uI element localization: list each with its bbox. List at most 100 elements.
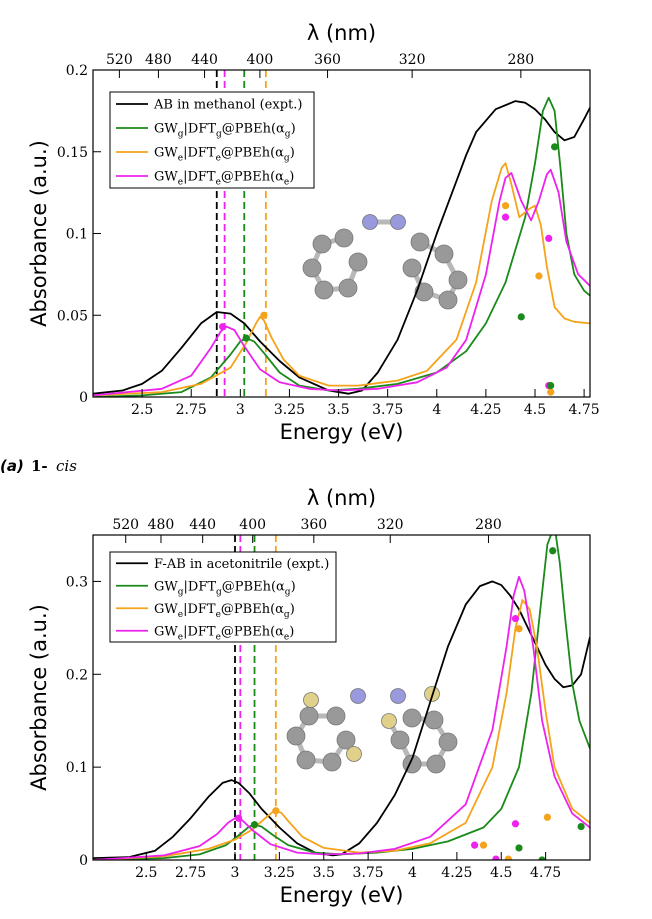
molecule-atom bbox=[346, 746, 362, 762]
x-tick-label: 3.25 bbox=[274, 402, 305, 418]
x-tick-label: 2.5 bbox=[131, 402, 153, 418]
y-tick-label: 0 bbox=[79, 853, 88, 869]
molecule-atom bbox=[338, 278, 358, 298]
data-point-gwe_e bbox=[545, 234, 553, 243]
legend-text-part: @PBEh(α bbox=[221, 170, 284, 185]
top-tick-label: 360 bbox=[314, 52, 341, 68]
legend-text-part: e bbox=[178, 178, 183, 188]
molecule-atom bbox=[286, 726, 306, 746]
molecule-atom bbox=[402, 258, 422, 278]
legend-text-part: g bbox=[284, 154, 290, 164]
molecule-atom bbox=[434, 244, 454, 264]
legend-text-part: |DFT bbox=[183, 146, 216, 161]
legend-text-part: e bbox=[216, 154, 221, 164]
series-line-expt bbox=[93, 580, 590, 859]
y-tick-label: 0 bbox=[79, 390, 88, 406]
molecule-atom bbox=[410, 232, 430, 252]
molecule-atom bbox=[314, 280, 334, 300]
legend-text-part: g bbox=[216, 130, 222, 140]
legend-text-part: @PBEh(α bbox=[221, 602, 284, 617]
legend-entry-gwg: GWg|DFTg@PBEh(αg) bbox=[154, 579, 296, 597]
molecule-atom bbox=[390, 214, 406, 230]
data-point-gwe_e bbox=[234, 814, 243, 822]
top-tick-label: 360 bbox=[300, 517, 327, 533]
legend-text-part: |DFT bbox=[183, 624, 216, 639]
x-tick-label: 3.75 bbox=[353, 865, 384, 881]
x-tick-label: 4.25 bbox=[470, 402, 501, 418]
y-tick-label: 0.15 bbox=[57, 145, 88, 161]
data-point-gwe_g bbox=[535, 272, 543, 280]
molecule-atom bbox=[348, 252, 368, 272]
legend: AB in methanol (expt.)GWg|DFTg@PBEh(αg)G… bbox=[109, 91, 315, 189]
top-tick-label: 520 bbox=[106, 52, 133, 68]
plot-area bbox=[93, 535, 590, 860]
legend-text-part: @PBEh(α bbox=[221, 146, 284, 161]
legend-entry-gwe_e: GWe|DFTe@PBEh(αe) bbox=[154, 624, 294, 642]
legend-text-part: e bbox=[178, 610, 183, 620]
x-tick-label: 4 bbox=[432, 402, 441, 418]
molecule-atom bbox=[334, 228, 354, 248]
top-tick-label: 480 bbox=[148, 517, 175, 533]
panel-b: 2.5 2.75 3 3.25 3.5 3.75 4 4.25 4.5 4.75 0 0.1 0.2 0.… bbox=[27, 486, 591, 907]
x-tick-label: 4.25 bbox=[441, 865, 472, 881]
data-point-gwe_g bbox=[479, 841, 488, 849]
data-point-gwg bbox=[250, 821, 259, 829]
caption-label: (a) bbox=[0, 457, 24, 475]
data-point-gwg bbox=[517, 313, 525, 321]
x-axis-title: Energy (eV) bbox=[280, 420, 404, 444]
legend-text-part: ) bbox=[290, 146, 295, 161]
data-point-gwg bbox=[242, 334, 250, 342]
x-tick-label: 4.5 bbox=[490, 865, 512, 881]
data-point-gwe_e bbox=[511, 820, 520, 828]
data-point-gwg bbox=[538, 856, 546, 860]
legend-box bbox=[109, 551, 337, 643]
legend-text-part: @PBEh(α bbox=[221, 624, 284, 639]
legend-text-part: g bbox=[216, 587, 222, 597]
molecule-atom bbox=[303, 692, 319, 708]
x-tick-label: 3.25 bbox=[264, 865, 295, 881]
legend-text-part: e bbox=[178, 632, 183, 642]
legend-text-part: e bbox=[216, 632, 221, 642]
legend-text-part: GW bbox=[154, 579, 178, 594]
molecule-atom bbox=[326, 706, 346, 726]
x-tick-label: 3.5 bbox=[327, 402, 349, 418]
x-tick-label: 4.75 bbox=[569, 402, 600, 418]
legend-text-part: @PBEh(α bbox=[222, 122, 285, 137]
legend-entry-gwe_g: GWe|DFTe@PBEh(αg) bbox=[154, 602, 295, 620]
legend-text-part: g bbox=[178, 130, 184, 140]
series-line-gwe_e bbox=[93, 575, 590, 860]
y-tick-label: 0.05 bbox=[57, 308, 88, 324]
molecule-atom bbox=[390, 730, 410, 750]
series-line-gwe_g bbox=[93, 162, 590, 397]
data-point-gwe_e bbox=[471, 841, 479, 849]
data-point-gwg bbox=[551, 143, 559, 151]
legend-text-part: g bbox=[178, 587, 184, 597]
legend-entry-gwe_g: GWe|DFTe@PBEh(αg) bbox=[154, 146, 295, 164]
molecule-atom bbox=[299, 706, 319, 726]
data-point-gwe_g bbox=[504, 855, 512, 860]
legend-text-part: |DFT bbox=[183, 602, 216, 617]
data-point-gwg bbox=[549, 547, 557, 555]
legend-text-part: g bbox=[285, 587, 291, 597]
x-tick-label: 3 bbox=[231, 865, 240, 881]
legend-text-part: GW bbox=[154, 602, 178, 617]
top-tick-label: 520 bbox=[112, 517, 139, 533]
legend-text-part: ) bbox=[291, 122, 296, 137]
caption-isomer: cis bbox=[56, 457, 77, 475]
top-axis-title: λ (nm) bbox=[307, 486, 376, 510]
legend-text-part: GW bbox=[154, 122, 178, 137]
y-tick-label: 0.3 bbox=[66, 574, 88, 590]
data-point-gwg bbox=[515, 844, 523, 852]
x-tick-label: 2.5 bbox=[135, 865, 157, 881]
x-tick-label: 4.75 bbox=[530, 865, 561, 881]
y-tick-label: 0.1 bbox=[66, 760, 88, 776]
legend-text-part: GW bbox=[154, 146, 178, 161]
legend-box bbox=[109, 91, 315, 189]
top-tick-label: 400 bbox=[239, 517, 266, 533]
molecule-atom bbox=[402, 708, 422, 728]
molecule-atom bbox=[312, 234, 332, 254]
legend-text-part: g bbox=[285, 130, 291, 140]
molecule-atom bbox=[322, 752, 342, 772]
molecule-atom bbox=[302, 258, 322, 278]
